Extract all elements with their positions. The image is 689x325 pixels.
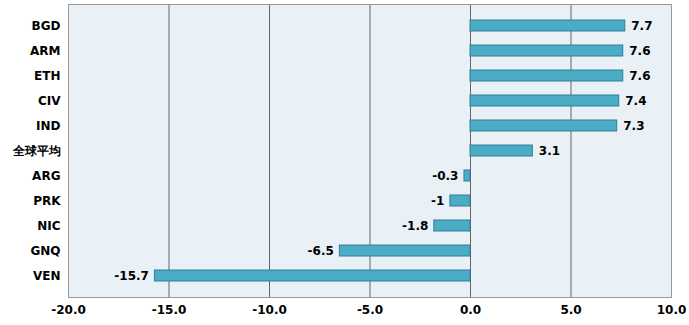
svg-text:-10.0: -10.0 [252, 303, 287, 317]
svg-text:-15.0: -15.0 [152, 303, 187, 317]
svg-text:-15.7: -15.7 [114, 269, 149, 283]
svg-text:-6.5: -6.5 [308, 244, 334, 258]
svg-text:10.0: 10.0 [657, 303, 687, 317]
svg-text:7.6: 7.6 [629, 44, 650, 58]
svg-text:7.4: 7.4 [625, 94, 646, 108]
svg-text:0.0: 0.0 [460, 303, 481, 317]
svg-text:-1.8: -1.8 [402, 219, 428, 233]
svg-text:ARM: ARM [30, 44, 60, 58]
svg-text:CIV: CIV [38, 94, 61, 108]
svg-text:IND: IND [36, 119, 61, 133]
svg-text:ARG: ARG [32, 169, 60, 183]
svg-text:NIC: NIC [37, 219, 61, 233]
svg-text:-5.0: -5.0 [357, 303, 383, 317]
svg-text:ETH: ETH [34, 69, 60, 83]
svg-text:7.6: 7.6 [629, 69, 650, 83]
svg-text:5.0: 5.0 [560, 303, 581, 317]
svg-text:PRK: PRK [33, 194, 61, 208]
svg-text:全球平均: 全球平均 [12, 144, 61, 158]
svg-text:-20.0: -20.0 [51, 303, 86, 317]
svg-text:7.7: 7.7 [631, 19, 652, 33]
svg-text:-1: -1 [431, 194, 444, 208]
svg-text:GNQ: GNQ [30, 244, 60, 258]
svg-text:BGD: BGD [32, 19, 61, 33]
svg-text:3.1: 3.1 [539, 144, 560, 158]
svg-text:-0.3: -0.3 [432, 169, 458, 183]
svg-text:VEN: VEN [33, 269, 61, 283]
svg-text:7.3: 7.3 [623, 119, 644, 133]
